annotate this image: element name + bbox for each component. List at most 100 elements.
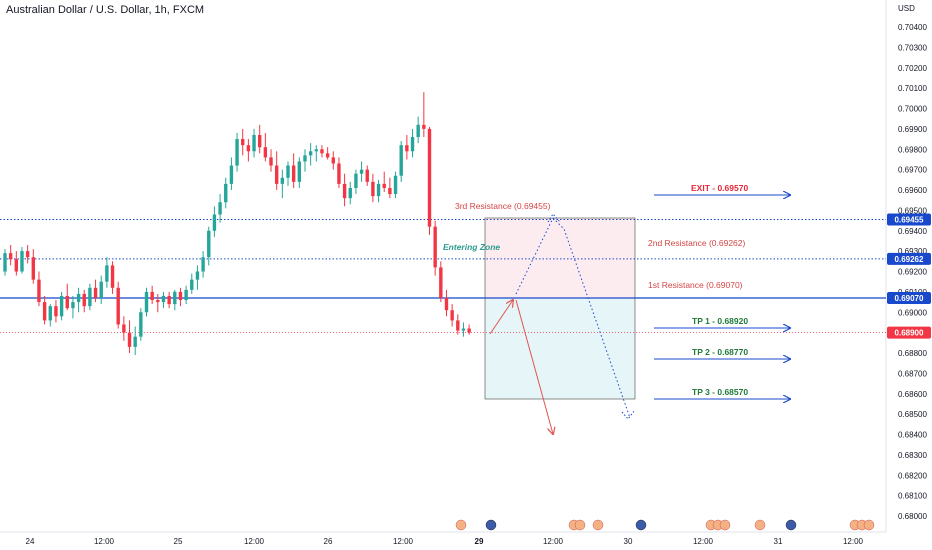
- candle-body: [393, 175, 398, 195]
- price-tick-label: 0.70000: [898, 105, 927, 114]
- entering-zone-label: Entering Zone: [443, 242, 500, 252]
- tp3-label: TP 3 - 0.68570: [692, 387, 748, 397]
- candle-body: [461, 328, 466, 331]
- price-tick-label: 0.69000: [898, 308, 927, 317]
- candle-body: [31, 257, 35, 280]
- price-tick-label: 0.68600: [898, 390, 927, 399]
- candle-body: [399, 145, 403, 176]
- candle-body: [105, 265, 109, 282]
- candle-body: [331, 157, 335, 164]
- stop-zone-box[interactable]: [484, 217, 636, 299]
- candle-body: [439, 267, 443, 298]
- price-tick-label: 0.69800: [898, 145, 927, 154]
- time-label: 12:00: [94, 537, 115, 546]
- time-label: 26: [324, 537, 333, 546]
- candle-body: [93, 287, 98, 298]
- price-tick-label: 0.69400: [898, 227, 927, 236]
- price-tick-label: 0.69200: [898, 268, 927, 277]
- candle-body: [156, 300, 160, 303]
- au-flag-icon[interactable]: [635, 519, 647, 531]
- candle-body: [65, 295, 69, 309]
- candle-body: [150, 291, 154, 301]
- candle-body: [144, 291, 149, 313]
- candle-body: [25, 251, 30, 258]
- price-tick-label: 0.69500: [898, 206, 927, 215]
- price-tag[interactable]: [887, 252, 931, 265]
- candle-body: [207, 230, 211, 258]
- price-tick-label: 0.68300: [898, 451, 927, 460]
- candle-body: [212, 214, 217, 231]
- candle-body: [76, 293, 81, 303]
- price-tick-label: 0.70200: [898, 64, 927, 73]
- candle-body: [229, 165, 234, 184]
- tp2-label: TP 2 - 0.68770: [692, 347, 748, 357]
- price-axis: 0.70400 0.70300 0.70200 0.70100 0.70000 0.699…: [898, 23, 927, 521]
- us-flag-icon[interactable]: [592, 519, 604, 531]
- us-flag-icon[interactable]: [574, 519, 586, 531]
- price-tick-label: 0.69900: [898, 125, 927, 134]
- price-tag[interactable]: [887, 326, 931, 339]
- time-label: 12:00: [393, 537, 414, 546]
- price-tag[interactable]: [887, 213, 931, 226]
- price-axis-unit: USD: [898, 4, 915, 13]
- dotted-arrowhead-down: [621, 410, 635, 420]
- dotted-path-down[interactable]: [552, 217, 631, 419]
- projection-up-arrow[interactable]: [489, 300, 513, 335]
- price-tick-label: 0.68200: [898, 471, 927, 480]
- candle-body: [218, 202, 222, 215]
- us-flag-icon[interactable]: [719, 519, 731, 531]
- price-tags: 0.69455 0.69262 0.69070 0.68900: [887, 213, 931, 339]
- candle-body: [348, 187, 352, 199]
- candle-body: [269, 157, 273, 166]
- target-zone-box[interactable]: [484, 297, 636, 400]
- time-label: 29: [475, 537, 484, 546]
- candle-body: [224, 183, 228, 203]
- au-flag-icon[interactable]: [485, 519, 497, 531]
- us-flag-icon[interactable]: [455, 519, 467, 531]
- candle-body: [427, 128, 432, 227]
- horizontal-levels: [0, 219, 886, 334]
- price-tag-text: 0.69262: [895, 255, 924, 264]
- candle-body: [190, 279, 194, 290]
- time-label: 24: [26, 537, 35, 546]
- us-flag-icon[interactable]: [754, 519, 766, 531]
- time-label: 12:00: [543, 537, 564, 546]
- candle-body: [48, 306, 52, 321]
- candle-body: [467, 328, 471, 333]
- candle-body: [99, 281, 103, 298]
- candle-body: [167, 295, 171, 305]
- candlestick-series: [3, 92, 471, 356]
- candle-body: [405, 145, 409, 152]
- candle-body: [54, 306, 58, 317]
- au-flag-icon[interactable]: [785, 519, 797, 531]
- candle-body: [365, 169, 369, 182]
- time-label: 12:00: [693, 537, 714, 546]
- second-resistance-label: 2nd Resistance (0.69262): [648, 238, 746, 248]
- candle-body: [235, 139, 239, 166]
- candle-body: [139, 312, 143, 337]
- event-flags[interactable]: [455, 519, 875, 531]
- candle-body: [178, 291, 183, 301]
- candle-body: [241, 139, 245, 146]
- candle-body: [337, 163, 341, 184]
- third-resistance-label: 3rd Resistance (0.69455): [455, 201, 551, 211]
- candle-body: [3, 253, 7, 272]
- candle-body: [286, 165, 290, 178]
- candle-body: [263, 147, 268, 158]
- candle-body: [20, 251, 24, 272]
- us-flag-icon[interactable]: [863, 519, 875, 531]
- price-tick-label: 0.68400: [898, 431, 927, 440]
- price-tick-label: 0.69600: [898, 186, 927, 195]
- candle-body: [416, 124, 420, 138]
- exit-label: EXIT - 0.69570: [691, 183, 748, 193]
- price-tag[interactable]: [887, 291, 931, 304]
- candle-body: [325, 153, 330, 158]
- candle-body: [88, 287, 92, 307]
- candle-body: [110, 265, 115, 288]
- projection-down-arrow[interactable]: [515, 299, 553, 434]
- price-tick-label: 0.68500: [898, 410, 927, 419]
- candle-body: [116, 287, 120, 325]
- price-tick-label: 0.70400: [898, 23, 927, 32]
- candle-body: [382, 183, 386, 188]
